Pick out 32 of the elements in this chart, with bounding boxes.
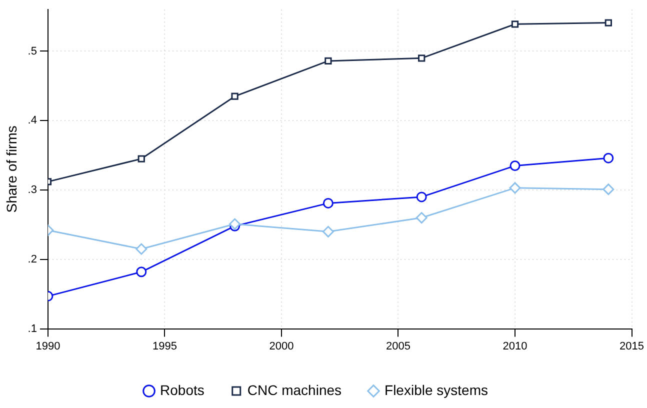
point [511,20,519,28]
point [322,226,334,238]
legend-label: Robots [160,382,204,398]
point [604,19,612,26]
x-tick-label: 1995 [152,340,177,352]
legend-label: Flexible systems [384,382,488,398]
point [324,57,332,65]
y-tick-label: .4 [28,114,37,127]
y-tick-label: .2 [28,253,37,266]
point [416,192,427,202]
y-tick-label: .3 [28,184,37,196]
legend-label: CNC machines [247,382,342,398]
x-tick-label: 2005 [386,340,410,352]
point [136,266,147,278]
x-tick-label: 2015 [620,340,644,352]
point [510,160,520,171]
point [418,54,426,62]
point [603,152,614,164]
point [136,243,148,255]
point [138,155,145,162]
x-tick-label: 2010 [502,340,528,352]
point [231,92,238,100]
point [602,184,614,196]
y-axis-title: Share of firms [3,126,20,213]
point [509,182,521,194]
y-tick-label: .1 [28,322,37,335]
point [229,218,241,230]
point [416,212,428,224]
x-tick-label: 2000 [269,340,294,352]
y-tick-label: .5 [28,45,37,58]
point [322,198,334,208]
x-tick-label: 1990 [36,340,60,352]
